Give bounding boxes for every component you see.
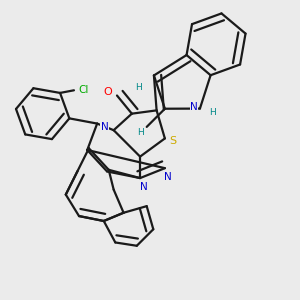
Text: S: S (169, 136, 177, 146)
Text: H: H (135, 83, 142, 92)
Text: N: N (164, 172, 172, 182)
Text: N: N (140, 182, 147, 192)
Text: H: H (137, 128, 144, 137)
Text: O: O (103, 86, 112, 97)
Text: N: N (190, 102, 198, 112)
Text: Cl: Cl (78, 85, 88, 94)
Text: H: H (209, 108, 216, 117)
Text: N: N (100, 122, 108, 132)
